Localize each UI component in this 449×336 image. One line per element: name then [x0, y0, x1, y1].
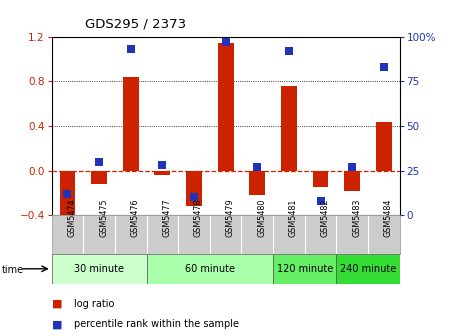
Bar: [186, 170, 202, 206]
Text: log ratio: log ratio: [74, 299, 114, 309]
Text: GSM5474: GSM5474: [67, 199, 76, 237]
Text: 240 minute: 240 minute: [340, 264, 396, 274]
Text: ■: ■: [52, 319, 62, 329]
Bar: [313, 170, 328, 187]
Point: [222, 40, 229, 45]
Point: [64, 191, 71, 196]
Bar: [154, 170, 170, 175]
Text: ■: ■: [52, 299, 62, 309]
Text: GSM5484: GSM5484: [384, 199, 393, 237]
Text: 60 minute: 60 minute: [185, 264, 235, 274]
Text: GSM5483: GSM5483: [352, 199, 361, 237]
Bar: [52, 254, 146, 284]
Bar: [336, 254, 400, 284]
Text: time: time: [2, 265, 24, 276]
Point: [159, 163, 166, 168]
Bar: [123, 77, 139, 170]
Text: GSM5480: GSM5480: [257, 199, 266, 237]
Text: GSM5478: GSM5478: [194, 199, 203, 237]
Bar: [249, 170, 265, 195]
Bar: [146, 254, 273, 284]
Point: [285, 48, 292, 54]
Point: [317, 198, 324, 204]
Text: GSM5482: GSM5482: [321, 199, 330, 237]
Point: [96, 159, 103, 164]
Text: GSM5475: GSM5475: [99, 199, 108, 238]
Text: GDS295 / 2373: GDS295 / 2373: [85, 17, 186, 30]
Text: 30 minute: 30 minute: [74, 264, 124, 274]
Bar: [218, 43, 233, 170]
Text: 120 minute: 120 minute: [277, 264, 333, 274]
Point: [190, 195, 198, 200]
Text: percentile rank within the sample: percentile rank within the sample: [74, 319, 239, 329]
Text: GSM5479: GSM5479: [225, 199, 235, 238]
Text: GSM5476: GSM5476: [131, 199, 140, 237]
Point: [254, 164, 261, 170]
Text: GSM5481: GSM5481: [289, 199, 298, 237]
Bar: [376, 122, 392, 170]
Point: [127, 47, 134, 52]
Bar: [273, 254, 336, 284]
Bar: [91, 170, 107, 184]
Point: [348, 164, 356, 170]
Bar: [281, 86, 297, 170]
Text: GSM5477: GSM5477: [163, 199, 172, 238]
Point: [380, 65, 387, 70]
Bar: [344, 170, 360, 191]
Bar: [60, 170, 75, 217]
